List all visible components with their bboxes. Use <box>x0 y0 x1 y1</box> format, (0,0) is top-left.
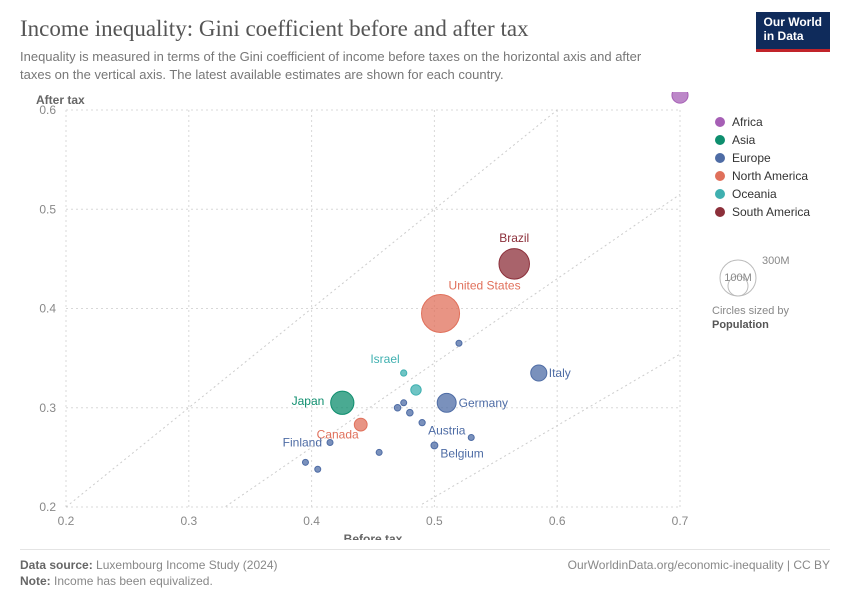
legend-item-label[interactable]: South America <box>732 205 810 219</box>
size-legend-caption: Circles sized by <box>712 305 790 317</box>
svg-text:0.4: 0.4 <box>303 514 320 528</box>
data-point-label: Israel <box>370 352 399 366</box>
svg-text:0.2: 0.2 <box>39 500 56 514</box>
svg-text:0.2: 0.2 <box>58 514 75 528</box>
svg-text:0.4: 0.4 <box>39 302 56 316</box>
footer-note: Note: Income has been equivalized. <box>20 574 277 588</box>
data-point-label: Canada <box>317 428 359 442</box>
legend-swatch[interactable] <box>715 207 725 217</box>
data-point-label: Italy <box>549 366 571 380</box>
legend-swatch[interactable] <box>715 171 725 181</box>
footer-left: Data source: Luxembourg Income Study (20… <box>20 558 277 590</box>
data-point[interactable] <box>302 459 308 465</box>
data-point-label: Finland <box>283 435 322 449</box>
owid-logo: Our World in Data <box>756 12 830 52</box>
data-point[interactable] <box>331 391 354 414</box>
size-legend-label: 100M <box>724 272 752 284</box>
data-point-label: Belgium <box>440 446 483 460</box>
data-point[interactable] <box>531 365 547 381</box>
chart-subtitle: Inequality is measured in terms of the G… <box>20 48 660 83</box>
chart-footer: Data source: Luxembourg Income Study (20… <box>20 549 830 590</box>
data-point[interactable] <box>394 404 401 411</box>
size-legend-caption: Population <box>712 319 769 331</box>
legend-swatch[interactable] <box>715 135 725 145</box>
legend-swatch[interactable] <box>715 153 725 163</box>
legend-item-label[interactable]: Oceania <box>732 187 777 201</box>
data-point[interactable] <box>376 449 382 455</box>
data-point[interactable] <box>407 409 414 416</box>
svg-text:0.5: 0.5 <box>39 202 56 216</box>
data-point-label: United States <box>449 278 521 292</box>
legend-swatch[interactable] <box>715 189 725 199</box>
legend-item-label[interactable]: Africa <box>732 115 763 129</box>
data-point[interactable] <box>468 435 474 441</box>
data-point[interactable] <box>437 393 456 412</box>
legend-item-label[interactable]: Europe <box>732 151 771 165</box>
chart-container: Our World in Data Income inequality: Gin… <box>0 0 850 600</box>
svg-text:0.3: 0.3 <box>39 401 56 415</box>
data-point-label: Brazil <box>499 231 529 245</box>
data-point[interactable] <box>419 420 425 426</box>
svg-text:0.6: 0.6 <box>549 514 566 528</box>
data-point[interactable] <box>672 92 688 103</box>
logo-line-1: Our World <box>764 16 822 30</box>
data-point-label: Germany <box>459 396 508 410</box>
data-point-label: Japan <box>292 394 325 408</box>
footer-source: Data source: Luxembourg Income Study (20… <box>20 558 277 572</box>
svg-text:0.5: 0.5 <box>426 514 443 528</box>
size-legend-label: 300M <box>762 255 790 267</box>
logo-line-2: in Data <box>764 30 822 44</box>
data-point[interactable] <box>422 294 460 332</box>
data-point[interactable] <box>499 249 529 279</box>
legend-swatch[interactable] <box>715 117 725 127</box>
data-point[interactable] <box>315 466 321 472</box>
chart-title: Income inequality: Gini coefficient befo… <box>20 16 830 42</box>
data-point[interactable] <box>456 340 462 346</box>
scatter-plot: 0.20.30.40.50.60.70.20.30.40.50.6Before … <box>20 92 830 540</box>
svg-text:0.3: 0.3 <box>180 514 197 528</box>
legend-item-label[interactable]: Asia <box>732 133 756 147</box>
y-axis-label: After tax <box>36 93 85 107</box>
data-point[interactable] <box>401 370 407 376</box>
footer-right: OurWorldinData.org/economic-inequality |… <box>568 558 830 590</box>
legend-item-label[interactable]: North America <box>732 169 808 183</box>
data-point[interactable] <box>401 400 407 406</box>
data-point-label: Austria <box>428 424 466 438</box>
data-point[interactable] <box>411 385 421 395</box>
chart-area: 0.20.30.40.50.60.70.20.30.40.50.6Before … <box>20 92 830 540</box>
data-point[interactable] <box>431 442 438 449</box>
x-axis-label: Before tax <box>344 532 403 540</box>
svg-text:0.7: 0.7 <box>672 514 689 528</box>
